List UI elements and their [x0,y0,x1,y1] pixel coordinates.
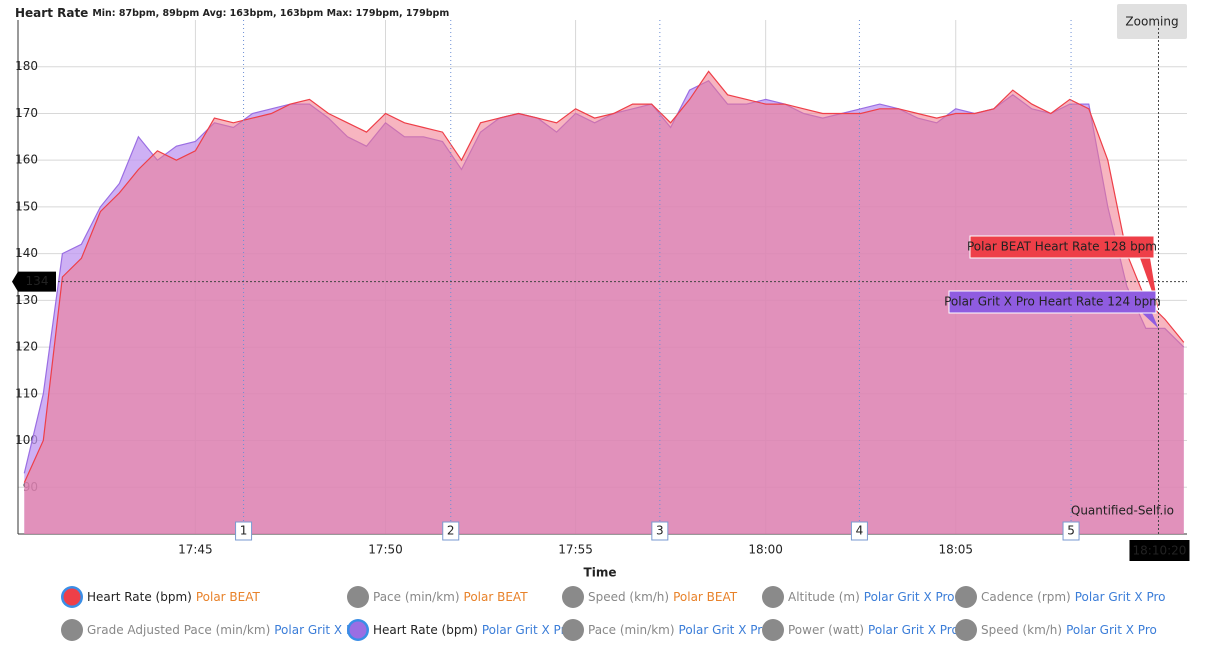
y-tick-label: 160 [15,153,38,167]
legend-metric[interactable]: Power (watt) [788,623,864,637]
y-tick-label: 140 [15,246,38,260]
legend-item[interactable]: Pace (min/km) Polar BEAT [347,586,528,608]
legend-swatch[interactable] [762,619,784,641]
legend-metric[interactable]: Heart Rate (bpm) [87,590,192,604]
y-tick-label: 110 [15,386,38,400]
legend-metric[interactable]: Cadence (rpm) [981,590,1071,604]
chart-title: Heart Rate [15,6,88,20]
legend-device[interactable]: Polar Grit X Pro [868,623,959,637]
legend-metric[interactable]: Speed (km/h) [981,623,1062,637]
legend-swatch[interactable] [955,619,977,641]
legend-metric[interactable]: Pace (min/km) [373,590,460,604]
x-tick-label: 17:55 [558,543,593,557]
legend-item[interactable]: Speed (km/h) Polar BEAT [562,586,738,608]
legend-label[interactable]: Speed (km/h) Polar Grit X Pro [981,623,1157,637]
chart-subtitle: Min: 87bpm, 89bpm Avg: 163bpm, 163bpm Ma… [92,8,449,19]
legend-label[interactable]: Grade Adjusted Pace (min/km) Polar Grit X… [87,623,365,637]
lap-box [1062,521,1080,541]
legend-label[interactable]: Power (watt) Polar Grit X Pro [788,623,959,637]
legend-label[interactable]: Cadence (rpm) Polar Grit X Pro [981,590,1166,604]
legend-item[interactable]: Heart Rate (bpm) Polar Grit X Pro [347,619,573,641]
y-tick-label: 130 [15,293,38,307]
tooltip-pointer [1142,313,1159,329]
tooltip-text: Polar Grit X Pro Heart Rate 124 bpm [944,295,1161,309]
lap-box [235,521,253,541]
y-tick-label: 150 [15,199,38,213]
legend-device[interactable]: Polar BEAT [464,590,529,604]
zoom-button-label[interactable]: Zooming [1125,15,1178,29]
legend-label[interactable]: Pace (min/km) Polar Grit X Pro [588,623,769,637]
legend-metric[interactable]: Speed (km/h) [588,590,669,604]
legend-label[interactable]: Altitude (m) Polar Grit X Pro [788,590,955,604]
legend-metric[interactable]: Grade Adjusted Pace (min/km) [87,623,270,637]
y-tick-label: 170 [15,106,38,120]
crosshair-x-box [1129,540,1190,561]
legend-item[interactable]: Speed (km/h) Polar Grit X Pro [955,619,1157,641]
tooltip-text: Polar BEAT Heart Rate 128 bpm [967,240,1157,254]
legend-swatch[interactable] [61,619,83,641]
legend-item[interactable]: Cadence (rpm) Polar Grit X Pro [955,586,1166,608]
lap-label: 4 [856,524,864,538]
legend-item[interactable]: Pace (min/km) Polar Grit X Pro [562,619,769,641]
watermark: Quantified-Self.io [1071,504,1174,518]
legend-item[interactable]: Power (watt) Polar Grit X Pro [762,619,959,641]
y-tick-label: 180 [15,59,38,73]
series-line [23,70,1185,483]
lap-box [442,521,460,541]
x-tick-label: 17:45 [178,543,213,557]
legend-device[interactable]: Polar BEAT [673,590,738,604]
legend-device[interactable]: Polar Grit X Pro [274,623,365,637]
legend-device[interactable]: Polar Grit X Pro [1075,590,1166,604]
series-area [24,71,1184,535]
legend-device[interactable]: Polar Grit X Pro [1066,623,1157,637]
legend-device[interactable]: Polar Grit X Pro [482,623,573,637]
x-tick-label: 17:50 [368,543,403,557]
x-tick-label: 18:05 [938,543,973,557]
legend-metric[interactable]: Altitude (m) [788,590,860,604]
x-axis-title: Time [584,566,617,580]
legend-item[interactable]: Altitude (m) Polar Grit X Pro [762,586,955,608]
y-tick-label: 120 [15,340,38,354]
legend-label[interactable]: Speed (km/h) Polar BEAT [588,590,738,604]
x-tick-label: 18:00 [748,543,783,557]
legend-metric[interactable]: Heart Rate (bpm) [373,623,478,637]
legend-metric[interactable]: Pace (min/km) [588,623,675,637]
legend-label[interactable]: Heart Rate (bpm) Polar Grit X Pro [373,623,573,637]
legend-swatch[interactable] [562,619,584,641]
tooltip-box [948,290,1157,314]
chart-header: Heart Rate Min: 87bpm, 89bpm Avg: 163bpm,… [15,6,449,20]
legend-swatch[interactable] [762,586,784,608]
legend-swatch[interactable] [349,621,367,639]
legend-device[interactable]: Polar Grit X Pro [864,590,955,604]
crosshair-y-label: 134 [26,274,49,288]
legend-swatch[interactable] [562,586,584,608]
crosshair-x-label: 18:10:20 [1133,544,1187,558]
tooltip-box [969,235,1155,259]
legend-label[interactable]: Heart Rate (bpm) Polar BEAT [87,590,261,604]
lap-box [850,521,868,541]
legend-item[interactable]: Heart Rate (bpm) Polar BEAT [61,586,261,608]
lap-box [651,521,669,541]
legend-swatch[interactable] [63,588,81,606]
zoom-button[interactable]: Zooming [1117,4,1187,39]
legend-item[interactable]: Grade Adjusted Pace (min/km) Polar Grit X… [61,619,365,641]
legend-device[interactable]: Polar Grit X Pro [679,623,770,637]
legend-label[interactable]: Pace (min/km) Polar BEAT [373,590,528,604]
crosshair-y-box [12,271,56,292]
lap-label: 2 [447,524,455,538]
legend-swatch[interactable] [347,586,369,608]
legend-swatch[interactable] [955,586,977,608]
lap-label: 1 [240,524,248,538]
lap-label: 5 [1067,524,1075,538]
lap-label: 3 [656,524,664,538]
legend-device[interactable]: Polar BEAT [196,590,261,604]
zoom-button-bg[interactable] [1117,4,1187,39]
